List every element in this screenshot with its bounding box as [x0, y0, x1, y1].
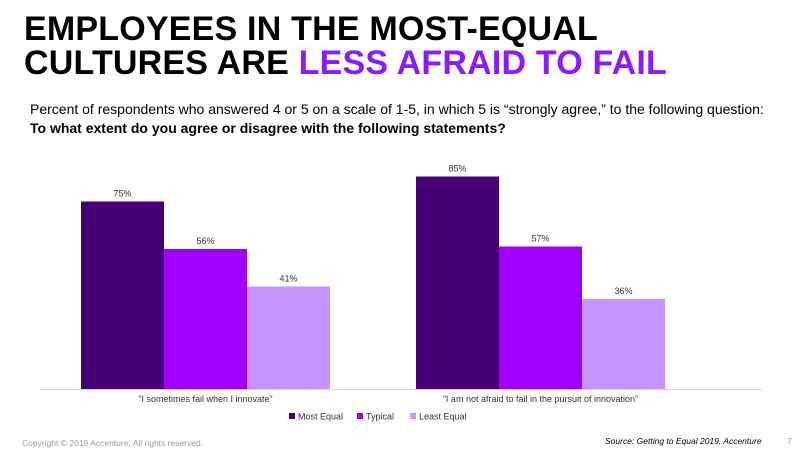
data-label: 56% [196, 236, 214, 246]
bar-typical-2 [499, 246, 582, 389]
title-line-2: CULTURES ARE LESS AFRAID TO FAIL [24, 46, 784, 80]
legend-swatch [410, 413, 416, 419]
title-accent: LESS AFRAID TO FAIL [298, 44, 667, 82]
legend-label: Least Equal [419, 412, 467, 422]
data-label: 41% [279, 274, 297, 284]
bar-most-equal-2 [416, 176, 499, 389]
subtitle-text: Percent of respondents who answered 4 or… [30, 101, 764, 117]
chart-subtitle: Percent of respondents who answered 4 or… [30, 100, 770, 138]
bar-typical-1 [164, 249, 247, 389]
bar-least-equal-1 [247, 286, 330, 389]
data-label: 36% [614, 286, 632, 296]
subtitle-question: To what extent do you agree or disagree … [30, 120, 506, 136]
legend-swatch [289, 413, 295, 419]
legend-swatch [357, 413, 363, 419]
bar-most-equal-1 [81, 201, 164, 389]
legend-label: Typical [366, 412, 394, 422]
bar-least-equal-2 [582, 299, 665, 389]
data-label: 57% [531, 234, 549, 244]
category-label: “I sometimes fail when I innovate” [138, 394, 272, 404]
source-text: Source: Getting to Equal 2019, Accenture [605, 436, 762, 446]
data-label: 75% [113, 189, 131, 199]
data-label: 85% [448, 164, 466, 174]
title-line-1: EMPLOYEES IN THE MOST-EQUAL [24, 10, 599, 48]
page-number: 7 [787, 436, 792, 446]
category-label: “I am not afraid to fail in the pursuit … [443, 394, 638, 404]
legend-label: Most Equal [298, 412, 343, 422]
title-line-2-prefix: CULTURES ARE [24, 44, 299, 82]
copyright-text: Copyright © 2019 Accenture. All rights r… [22, 438, 204, 448]
slide-title: EMPLOYEES IN THE MOST-EQUAL CULTURES ARE… [24, 12, 784, 80]
